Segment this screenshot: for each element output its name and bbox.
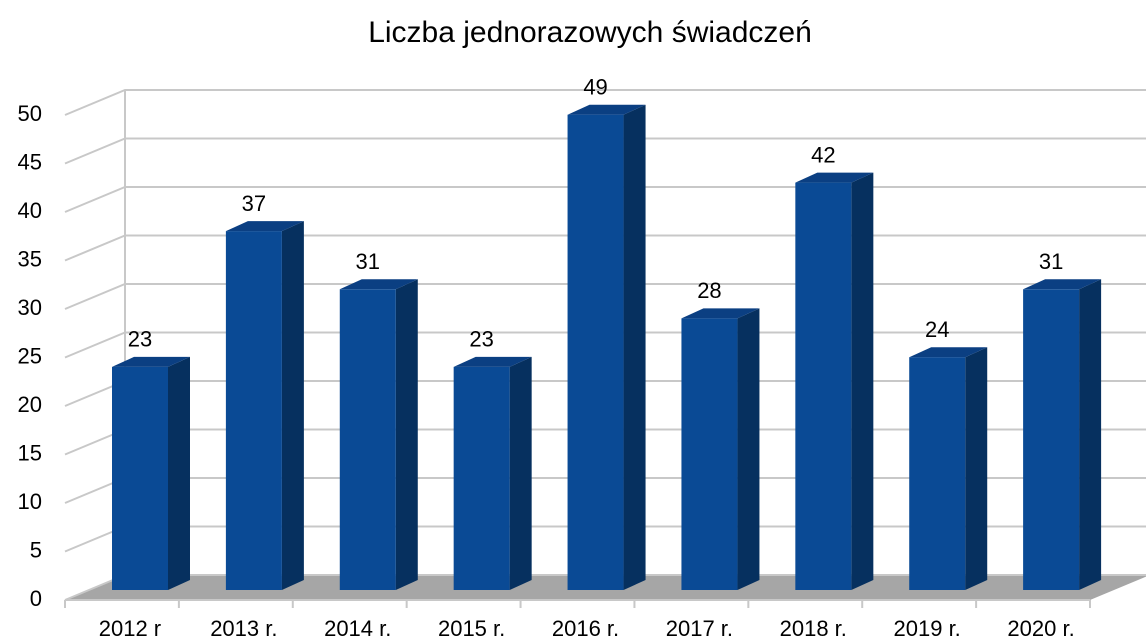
x-tick-label: 2019 r. [894, 616, 961, 641]
x-tick-label: 2017 r. [666, 616, 733, 641]
bar-side [851, 172, 874, 590]
y-tick-label: 50 [18, 101, 42, 126]
bar [567, 114, 624, 590]
x-tick-label: 2015 r. [438, 616, 505, 641]
x-tick-label: 2018 r. [780, 616, 847, 641]
bar-top [681, 308, 760, 319]
y-tick-label: 40 [18, 198, 42, 223]
chart-title: Liczba jednorazowych świadczeń [368, 16, 812, 49]
bar [681, 318, 738, 590]
bar-top [225, 221, 304, 232]
bar-top [453, 356, 532, 367]
y-tick-label: 15 [18, 440, 42, 465]
data-label: 31 [1039, 249, 1063, 274]
y-tick-label: 30 [18, 295, 42, 320]
y-tick-label: 25 [18, 343, 42, 368]
y-tick-label: 0 [30, 586, 42, 611]
y-tick-label: 10 [18, 489, 42, 514]
bar [453, 366, 510, 590]
bar-top [1023, 279, 1102, 290]
data-label: 37 [242, 191, 266, 216]
bar-top [567, 104, 646, 115]
bar-side [1079, 279, 1102, 590]
bar-top [339, 279, 418, 290]
data-label: 23 [128, 327, 152, 352]
bar [339, 289, 396, 590]
bar-side [623, 104, 646, 590]
bar-side [395, 279, 418, 590]
y-tick-label: 5 [30, 537, 42, 562]
bar-top [112, 356, 190, 367]
data-label: 31 [356, 249, 380, 274]
data-label: 24 [925, 317, 949, 342]
data-label: 49 [583, 75, 607, 100]
bar [909, 357, 966, 590]
bar-side [965, 347, 988, 590]
data-label: 23 [469, 327, 493, 352]
x-tick-label: 2020 r. [1007, 616, 1074, 641]
bar-side [509, 356, 532, 590]
bar [795, 182, 852, 590]
bar-top [795, 172, 874, 183]
bar [225, 231, 282, 590]
y-tick-label: 45 [18, 149, 42, 174]
bar [112, 366, 168, 590]
bar-side [168, 356, 190, 590]
y-tick-label: 20 [18, 392, 42, 417]
bar [1023, 289, 1080, 590]
y-tick-label: 35 [18, 246, 42, 271]
x-tick-label: 2014 r. [324, 616, 391, 641]
data-label: 42 [811, 142, 835, 167]
x-tick-label: 2016 r. [552, 616, 619, 641]
x-tick-label: 2013 r. [210, 616, 277, 641]
bar-side [281, 221, 304, 590]
data-label: 28 [697, 278, 721, 303]
x-tick-label: 2012 r [99, 616, 161, 641]
bar-top [909, 347, 988, 358]
bar-side [737, 308, 760, 590]
